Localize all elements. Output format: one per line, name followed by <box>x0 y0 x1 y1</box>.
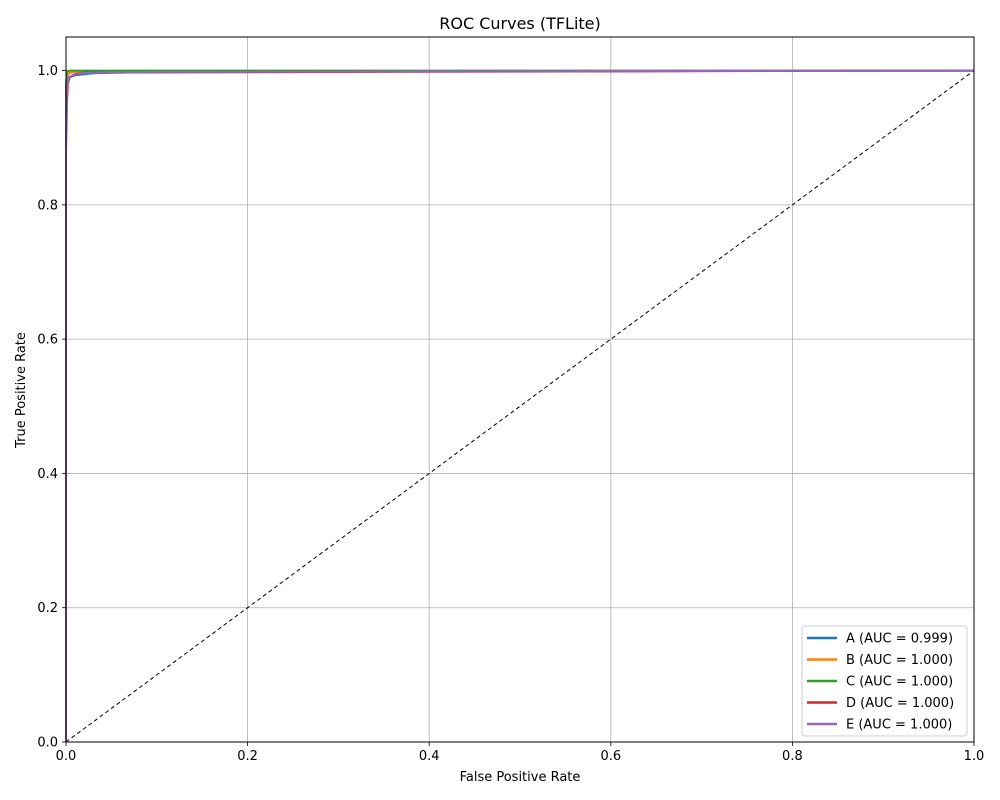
x-tick-label: 0.0 <box>56 749 77 764</box>
ticks: 0.0 0.2 0.4 0.6 0.8 1.0 0.0 0.2 0.4 0.6 0.8 1.0 <box>37 64 984 764</box>
legend-label-a: A (AUC = 0.999) <box>846 632 953 647</box>
chart-title: ROC Curves (TFLite) <box>439 14 601 33</box>
x-tick-label: 0.8 <box>782 749 803 764</box>
y-tick-label: 0.4 <box>37 467 58 482</box>
reference-line-chance <box>65 70 975 743</box>
y-tick-label: 0.0 <box>37 736 58 751</box>
y-tick-label: 0.6 <box>37 333 58 348</box>
x-tick-label: 0.4 <box>419 749 440 764</box>
x-axis-label: False Positive Rate <box>460 770 581 785</box>
legend-box <box>801 625 968 737</box>
reference-line-layer <box>65 70 975 743</box>
legend-label-c: C (AUC = 1.000) <box>846 675 953 690</box>
y-tick-label: 0.8 <box>37 198 58 213</box>
y-tick-label: 0.2 <box>37 601 58 616</box>
legend-label-e: E (AUC = 1.000) <box>846 718 952 733</box>
x-tick-label: 1.0 <box>964 749 985 764</box>
grid <box>65 37 975 743</box>
y-tick-label: 1.0 <box>37 64 58 79</box>
x-tick-label: 0.6 <box>600 749 621 764</box>
plot-frame <box>65 36 975 743</box>
legend: A (AUC = 0.999) B (AUC = 1.000) C (AUC = 1… <box>801 625 968 737</box>
legend-label-d: D (AUC = 1.000) <box>846 696 954 711</box>
legend-label-b: B (AUC = 1.000) <box>846 653 953 668</box>
x-tick-label: 0.2 <box>237 749 258 764</box>
y-axis-label: True Positive Rate <box>14 332 29 449</box>
